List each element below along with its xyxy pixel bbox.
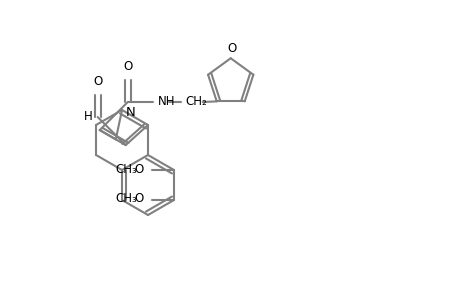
- Text: O: O: [123, 60, 132, 73]
- Text: N: N: [126, 106, 135, 118]
- Text: NH: NH: [157, 94, 175, 108]
- Text: CH₂: CH₂: [185, 94, 207, 108]
- Text: H: H: [84, 110, 93, 123]
- Text: O: O: [93, 75, 102, 88]
- Text: O: O: [134, 193, 144, 206]
- Text: CH₃: CH₃: [115, 193, 137, 206]
- Text: O: O: [227, 42, 236, 55]
- Text: O: O: [134, 163, 144, 176]
- Text: CH₃: CH₃: [115, 163, 137, 176]
